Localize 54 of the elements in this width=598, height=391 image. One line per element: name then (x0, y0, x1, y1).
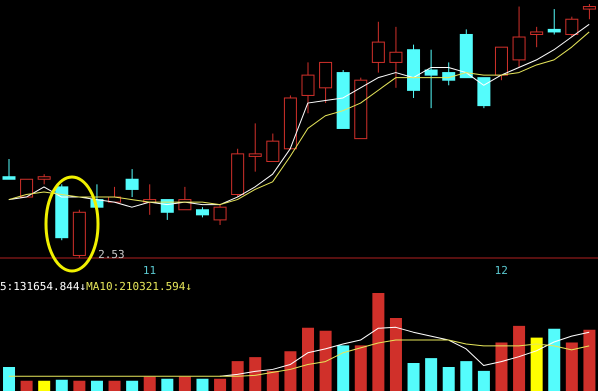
bar (249, 357, 262, 391)
bar (354, 345, 367, 391)
bar (408, 363, 420, 391)
bar (3, 366, 16, 391)
x-tick-label: 11 (142, 264, 156, 277)
candlestick (530, 26, 544, 48)
bar (90, 380, 103, 391)
bar (372, 293, 384, 391)
bar (442, 366, 455, 391)
candlestick (2, 158, 16, 180)
bar (390, 318, 402, 391)
candlestick (302, 62, 314, 114)
candlestick (38, 174, 51, 185)
text: MA10:210321.594↓ (86, 280, 192, 293)
bar (284, 351, 296, 391)
annotation: 2.53 (98, 248, 125, 261)
candlestick (424, 49, 438, 109)
text: 5:131654.844↓ (0, 280, 86, 293)
bar (495, 342, 508, 391)
bar (337, 345, 350, 391)
candlestick (266, 133, 280, 162)
x-tick-label: 12 (494, 264, 508, 277)
candlestick (248, 122, 262, 172)
bar (460, 361, 472, 391)
bar (566, 342, 578, 391)
bar (20, 380, 33, 391)
candlestick (565, 16, 578, 38)
bar (548, 328, 560, 391)
bar (320, 330, 332, 391)
bar (38, 380, 50, 391)
bar (178, 376, 191, 391)
bar (583, 330, 596, 391)
bar (161, 378, 174, 391)
bar (266, 370, 279, 391)
bar (144, 376, 156, 391)
candlestick (389, 26, 402, 88)
bar (126, 380, 138, 391)
bar (232, 361, 244, 391)
bar (196, 378, 208, 391)
bar (56, 380, 68, 391)
candlestick (548, 8, 561, 35)
bar (108, 380, 121, 391)
bar (425, 358, 438, 391)
bar (73, 380, 86, 391)
bar (530, 338, 543, 391)
bar (513, 326, 526, 391)
candlestick (126, 168, 139, 198)
bar (214, 378, 226, 391)
candlestick (214, 204, 227, 226)
candlestick (196, 206, 209, 218)
candlestick (372, 21, 385, 74)
bar (478, 370, 490, 391)
bar (302, 328, 314, 391)
candlestick (512, 6, 526, 68)
